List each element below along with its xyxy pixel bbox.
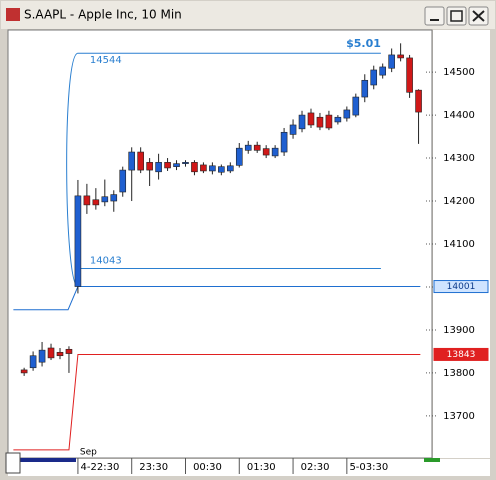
candle-body	[218, 166, 225, 173]
minimize-button[interactable]	[424, 6, 445, 26]
range-bracket	[66, 52, 79, 288]
candle-body	[289, 124, 297, 135]
candle-body	[262, 148, 270, 156]
candle-body	[253, 144, 261, 151]
scroll-handle[interactable]	[5, 452, 21, 474]
candle-body	[110, 194, 118, 202]
candle-body	[244, 144, 252, 151]
candle-body	[137, 151, 144, 171]
candle-body	[155, 162, 162, 173]
y-tick-label: 13900	[443, 325, 475, 336]
price-tag-label: 14001	[447, 282, 476, 292]
x-tick-label: 00:30	[193, 462, 222, 473]
x-axis-area	[8, 459, 490, 476]
maximize-icon	[450, 10, 463, 22]
candle-body	[298, 114, 306, 130]
range-high-label: 14544	[90, 55, 122, 66]
candle-body	[379, 66, 386, 76]
price-tag	[433, 347, 489, 361]
month-label: Sep	[80, 448, 97, 458]
candle-body	[191, 162, 198, 173]
candle-body	[173, 163, 180, 167]
x-tick-label: 4-22:30	[81, 462, 120, 473]
candle-body	[388, 54, 395, 69]
candle-body	[370, 69, 378, 86]
candle-body	[20, 369, 28, 374]
candle-body	[182, 162, 189, 164]
candle-body	[65, 348, 73, 354]
candle-body	[235, 147, 243, 166]
level-line	[13, 353, 421, 451]
candle-body	[38, 349, 46, 363]
candle-body	[209, 165, 216, 172]
candle-body	[316, 116, 324, 128]
price-tag	[433, 280, 489, 294]
candle-body	[227, 165, 234, 172]
x-tick-label: 01:30	[247, 462, 276, 473]
window-buttons[interactable]	[424, 6, 489, 26]
candle-body	[343, 109, 351, 119]
x-tick-label: 23:30	[139, 462, 168, 473]
window-title: S.AAPL - Apple Inc, 10 Min	[24, 8, 182, 22]
scroll-marker	[424, 458, 440, 462]
candle-body	[334, 116, 342, 123]
x-tick-label: 5-03:30	[349, 462, 388, 473]
maximize-button[interactable]	[446, 6, 467, 26]
candle-body	[325, 114, 333, 129]
candle-body	[74, 195, 82, 287]
candle-body	[56, 351, 64, 357]
level-line	[13, 286, 421, 311]
candle-body	[29, 355, 37, 369]
price-tag-label: 13843	[447, 350, 476, 360]
scroll-bar[interactable]	[8, 458, 76, 462]
range-low-label: 14043	[90, 255, 122, 266]
range-text: $5.01	[346, 37, 381, 50]
candle-body	[406, 57, 413, 93]
y-tick-label: 13700	[443, 411, 475, 422]
y-tick-label: 14500	[443, 67, 475, 78]
candle-body	[352, 96, 360, 116]
plot-area	[7, 29, 433, 459]
y-tick-label: 14200	[443, 196, 475, 207]
candle-body	[146, 162, 153, 171]
candle-body	[128, 151, 136, 171]
close-icon	[472, 10, 485, 22]
y-tick-label: 14100	[443, 239, 475, 250]
candle-body	[415, 89, 422, 113]
candle-body	[200, 164, 207, 172]
candle-body	[119, 169, 127, 193]
y-tick-label: 14300	[443, 153, 475, 164]
candle-body	[271, 147, 279, 157]
candle-body	[164, 162, 171, 169]
candle-body	[397, 54, 404, 59]
candle-body	[307, 112, 315, 126]
app-icon	[6, 8, 20, 21]
y-tick-label: 13800	[443, 368, 475, 379]
candle-body	[280, 131, 288, 153]
y-axis-area	[433, 30, 490, 458]
candle-body	[101, 196, 109, 203]
y-tick-label: 14400	[443, 110, 475, 121]
title-bar	[1, 1, 495, 29]
x-tick-label: 02:30	[301, 462, 330, 473]
candle-body	[83, 195, 91, 206]
candle-body	[92, 199, 100, 206]
candle-body	[47, 347, 55, 359]
candle-body	[361, 79, 369, 98]
